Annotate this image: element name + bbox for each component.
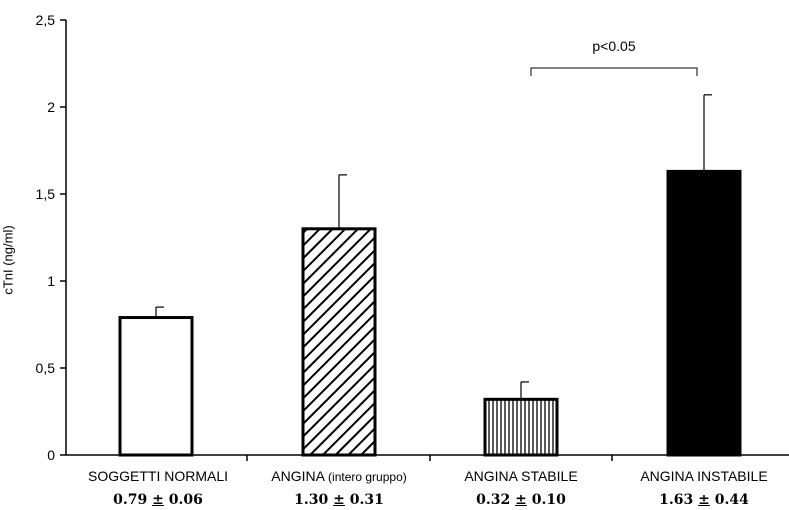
stat-mean: 1.63 — [659, 492, 699, 508]
stat-sd: 0.06 — [163, 492, 203, 508]
data-label: 1.30 ± 0.31 — [294, 492, 384, 508]
bar — [483, 397, 559, 457]
stat-sd: 0.10 — [526, 492, 566, 508]
category-label-main: SOGGETTI NORMALI — [87, 468, 229, 484]
stat-sd: 0.44 — [709, 492, 749, 508]
significance-label: p<0.05 — [592, 38, 636, 54]
stat-mean: 0.79 — [113, 492, 153, 508]
stat-mean: 0.32 — [476, 492, 516, 508]
category-label-main: ANGINA INSTABILE — [640, 468, 768, 484]
y-tick-label: 0 — [47, 447, 55, 463]
category-label: ANGINA INSTABILE — [640, 468, 767, 484]
category-label: ANGINA (intero gruppo) — [271, 468, 407, 484]
category-label: SOGGETTI NORMALI — [88, 468, 228, 484]
stat-plus-minus: ± — [515, 492, 527, 508]
y-tick-label: 1 — [47, 273, 55, 289]
data-label: 1.63 ± 0.44 — [659, 492, 749, 508]
data-label: 0.79 ± 0.06 — [113, 492, 203, 508]
stat-plus-minus: ± — [152, 492, 164, 508]
stat-mean: 1.30 — [294, 492, 334, 508]
bar — [118, 316, 194, 457]
significance-bracket — [530, 67, 698, 76]
category-label-main: ANGINA STABILE — [464, 468, 578, 484]
y-tick-label: 0,5 — [36, 360, 56, 376]
y-tick-label: 1,5 — [36, 186, 56, 202]
category-label: ANGINA STABILE — [464, 468, 577, 484]
y-axis-title: cTnI (ng/ml) — [0, 225, 16, 295]
stat-plus-minus: ± — [333, 492, 345, 508]
bar — [666, 169, 742, 457]
category-label-main: ANGINA — [271, 468, 329, 484]
data-label: 0.32 ± 0.10 — [476, 492, 566, 508]
bars — [118, 94, 742, 457]
y-tick-label: 2,5 — [36, 12, 56, 28]
bar — [301, 227, 377, 457]
y-tick-label: 2 — [47, 99, 55, 115]
stat-sd: 0.31 — [344, 492, 384, 508]
stat-plus-minus: ± — [698, 492, 710, 508]
category-label-sub: (intero gruppo) — [328, 470, 407, 484]
bracket-line — [530, 67, 698, 76]
